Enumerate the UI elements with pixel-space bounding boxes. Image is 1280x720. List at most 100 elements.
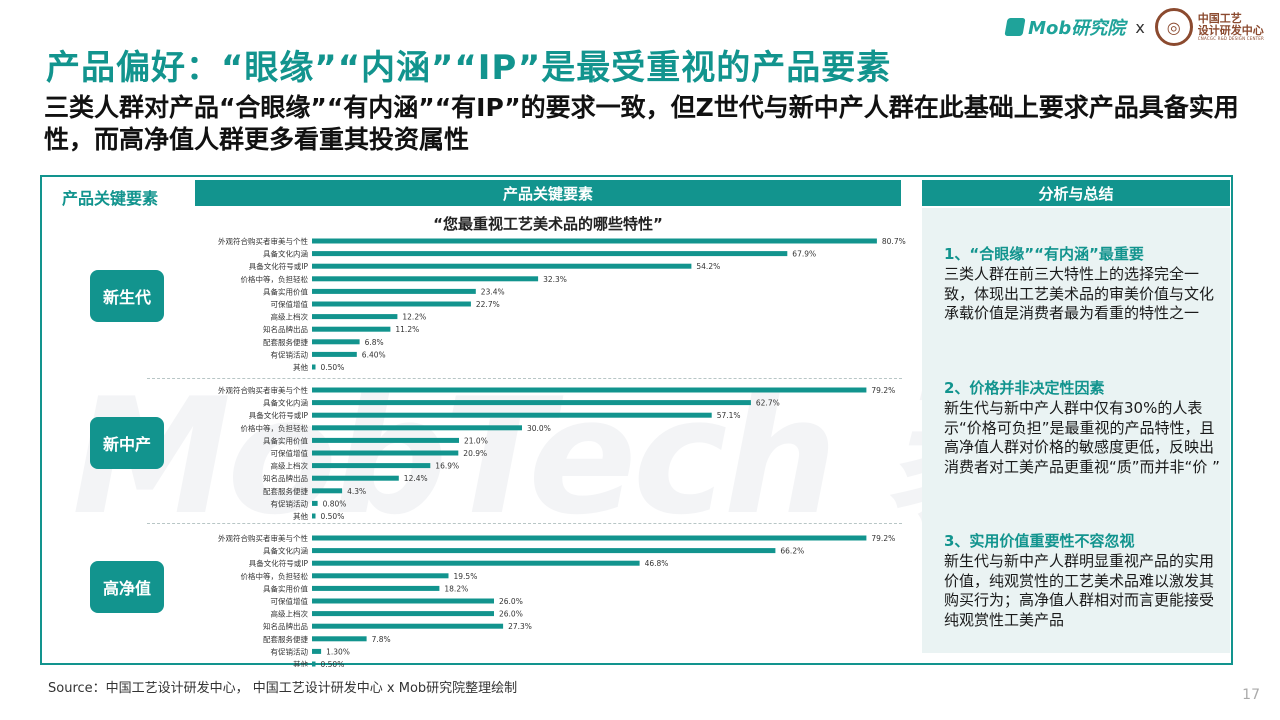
analysis-section-header: 分析与总结	[922, 180, 1230, 206]
bar	[312, 585, 440, 591]
cnacgc-seal-icon: ◎	[1154, 8, 1193, 46]
analysis-item-title: 2、价格并非决定性因素	[944, 379, 1105, 397]
category-label: 有促销活动	[271, 349, 309, 359]
analysis-item-body: 新生代与新中产人群中仅有30%的人表示“价格可负担”是最重视的产品特性，且高净值…	[944, 399, 1220, 476]
value-label: 7.8%	[372, 635, 391, 644]
cnacgc-name-line2: 设计研发中心	[1197, 23, 1264, 37]
category-label: 配套服务便捷	[263, 337, 308, 347]
value-label: 1.30%	[326, 647, 350, 656]
value-label: 0.50%	[321, 363, 345, 372]
header-logos: Mob研究院 x ◎ 中国工艺 设计研发中心 CNACGC R&D DESIGN…	[1004, 8, 1264, 46]
value-label: 12.4%	[404, 474, 428, 483]
bar	[312, 623, 504, 629]
category-label: 具备文化符号或IP	[249, 261, 309, 271]
group-divider	[147, 378, 902, 379]
value-label: 54.2%	[696, 262, 720, 271]
value-label: 11.2%	[395, 325, 419, 334]
category-label: 高级上档次	[271, 609, 309, 619]
analysis-item-body: 三类人群在前三大特性上的选择完全一致，体现出工艺美术品的审美价值与文化承载价值是…	[944, 265, 1215, 322]
bar	[312, 339, 360, 345]
bar	[312, 500, 318, 506]
bar	[312, 437, 459, 443]
chart-title: “您最重视工艺美术品的哪些特性”	[433, 215, 663, 233]
value-label: 4.3%	[347, 487, 366, 496]
category-label: 知名品牌出品	[263, 621, 308, 631]
bar	[312, 475, 399, 481]
value-label: 67.9%	[792, 250, 816, 259]
source-note: Source：中国工艺设计研发中心， 中国工艺设计研发中心 x Mob研究院整理…	[48, 681, 518, 696]
category-label: 具备文化符号或IP	[249, 558, 309, 568]
value-label: 20.9%	[463, 449, 487, 458]
category-label: 其他	[293, 511, 308, 521]
value-label: 22.7%	[476, 300, 500, 309]
logo-separator: x	[1135, 17, 1145, 37]
bar	[312, 364, 316, 370]
value-label: 0.50%	[321, 660, 345, 667]
mob-logo: Mob研究院	[1004, 14, 1126, 40]
value-label: 80.7%	[882, 237, 906, 246]
bar	[312, 535, 867, 541]
group-label-high-net-worth: 高净值	[90, 561, 164, 613]
value-label: 0.80%	[323, 499, 347, 508]
bar	[312, 598, 494, 604]
page-title: 产品偏好：“眼缘”“内涵”“IP”是最受重视的产品要素	[46, 48, 892, 88]
value-label: 30.0%	[527, 424, 551, 433]
bar-chart: 外观符合购买者审美与个性 80.7% 具备文化内涵 67.9% 具备文化符号或IP 54.…	[218, 236, 906, 667]
category-label: 可保值增值	[271, 299, 309, 309]
value-label: 6.8%	[365, 338, 384, 347]
bar	[312, 387, 867, 393]
chart-section-header: 产品关键要素	[195, 180, 901, 206]
value-label: 26.0%	[499, 597, 523, 606]
bar	[312, 488, 343, 494]
value-label: 46.8%	[645, 559, 669, 568]
category-label: 高级上档次	[271, 461, 309, 471]
value-label: 19.5%	[454, 572, 478, 581]
category-label: 具备文化符号或IP	[249, 410, 309, 420]
bar	[312, 450, 459, 456]
bar	[312, 251, 788, 257]
analysis-item: 3、实用价值重要性不容忽视 新生代与新中产人群明显重视产品的实用价值，纯观赏性的…	[944, 531, 1222, 630]
bar	[312, 573, 449, 579]
page-subtitle: 三类人群对产品“合眼缘”“有内涵”“有IP”的要求一致，但Z世代与新中产人群在此…	[44, 93, 1239, 154]
bar	[312, 326, 391, 332]
category-label: 配套服务便捷	[263, 486, 308, 496]
analysis-item: 2、价格并非决定性因素 新生代与新中产人群中仅有30%的人表示“价格可负担”是最…	[944, 378, 1222, 477]
category-label: 配套服务便捷	[263, 634, 308, 644]
category-label: 其他	[293, 362, 308, 372]
category-label: 价格中等，负担轻松	[241, 571, 309, 581]
category-label: 具备文化内涵	[263, 249, 308, 259]
value-label: 0.50%	[321, 512, 345, 521]
category-label: 外观符合购买者审美与个性	[218, 385, 308, 395]
cnacgc-logo: ◎ 中国工艺 设计研发中心 CNACGC R&D DESIGN CENTER	[1154, 8, 1264, 46]
bar	[312, 400, 751, 406]
analysis-item: 1、“合眼缘”“有内涵”最重要 三类人群在前三大特性上的选择完全一致，体现出工艺…	[944, 244, 1222, 324]
group-divider	[147, 523, 902, 524]
bar	[312, 548, 776, 554]
category-label: 可保值增值	[271, 596, 309, 606]
value-label: 18.2%	[444, 584, 468, 593]
bar	[312, 648, 322, 654]
mob-logo-text: Mob研究院	[1028, 18, 1126, 39]
category-label: 价格中等，负担轻松	[241, 274, 309, 284]
category-label: 知名品牌出品	[263, 473, 308, 483]
value-label: 27.3%	[508, 622, 532, 631]
bar	[312, 263, 692, 269]
page-number: 17	[1242, 687, 1260, 703]
bar	[312, 412, 712, 418]
bar	[312, 513, 316, 519]
value-label: 23.4%	[481, 287, 505, 296]
category-label: 外观符合购买者审美与个性	[218, 236, 308, 246]
bar	[312, 636, 367, 642]
value-label: 12.2%	[402, 313, 426, 322]
bar	[312, 288, 476, 294]
bar	[312, 301, 471, 307]
category-label: 可保值增值	[271, 448, 309, 458]
cnacgc-name-line1: 中国工艺	[1197, 11, 1242, 25]
value-label: 32.3%	[543, 275, 567, 284]
bar	[312, 238, 877, 244]
bar	[312, 560, 640, 566]
analysis-box: 1、“合眼缘”“有内涵”最重要 三类人群在前三大特性上的选择完全一致，体现出工艺…	[922, 208, 1230, 653]
bar	[312, 463, 431, 469]
value-label: 6.40%	[362, 350, 386, 359]
mob-logo-icon	[1004, 18, 1026, 36]
